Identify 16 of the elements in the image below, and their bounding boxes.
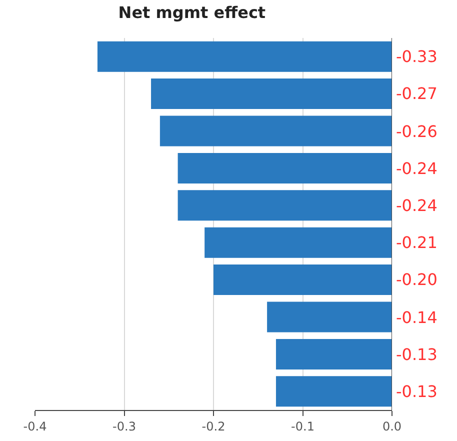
x-tick-label: -0.1 [291,419,314,434]
data-label: -0.24 [396,159,438,178]
x-tick-label: -0.3 [112,419,136,434]
x-tick-label: -0.4 [23,419,47,434]
data-label: -0.13 [396,382,438,401]
data-label: -0.33 [396,47,438,66]
data-label: -0.21 [396,233,438,252]
data-label: -0.26 [396,122,438,141]
data-label: -0.13 [396,345,438,364]
x-tick-label: 0.0 [382,419,402,434]
data-label: -0.14 [396,308,438,327]
data-label: -0.27 [396,84,438,103]
x-tick-label: -0.2 [202,419,226,434]
data-label: -0.24 [396,196,438,215]
chart-title: Net mgmt effect [118,2,266,22]
data-label: -0.20 [396,270,438,289]
